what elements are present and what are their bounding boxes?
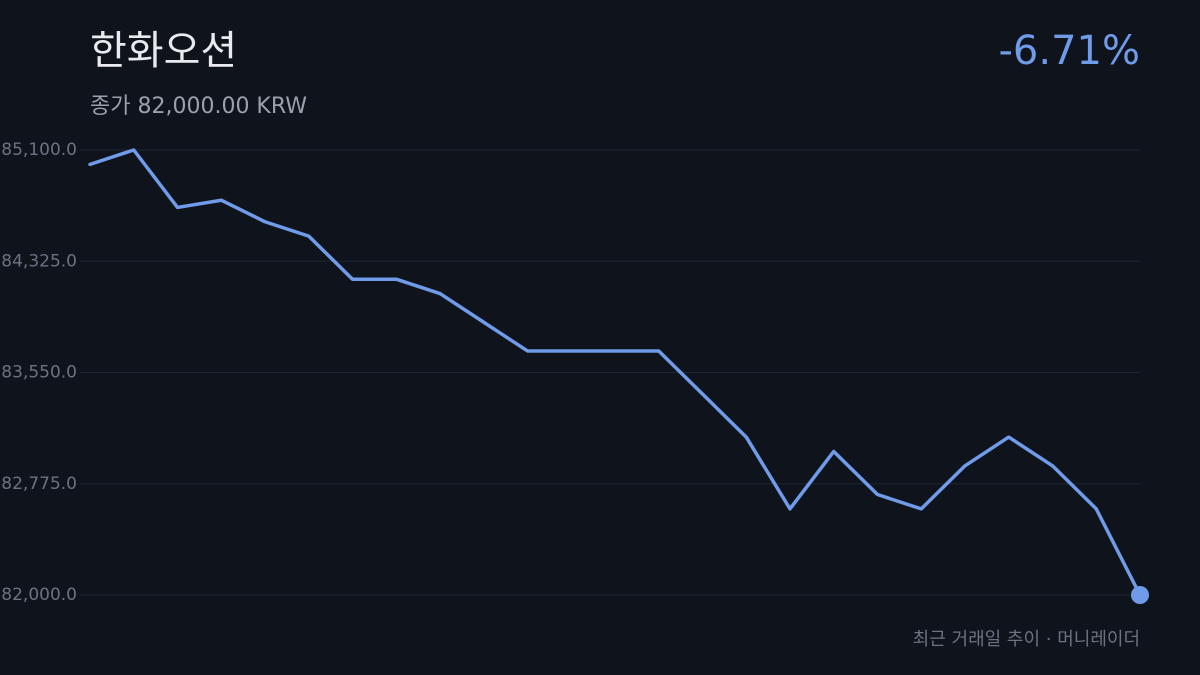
chart-title: 한화오션: [90, 28, 237, 74]
y-tick-label: 85,100.0: [1, 140, 77, 160]
y-tick-label: 84,325.0: [1, 251, 77, 271]
change: -6.71%: [998, 28, 1140, 74]
subtitle: 종가 82,000.00 KRW: [90, 94, 307, 119]
y-tick-label: 83,550.0: [1, 363, 77, 383]
line: [88, 148, 1142, 597]
end-point: [1131, 586, 1149, 604]
y-tick-label: 82,775.0: [1, 474, 77, 494]
y-tick-label: 82,000.0: [1, 585, 77, 605]
footer: 최근 거래일 추이 · 머니레이더: [913, 629, 1140, 650]
